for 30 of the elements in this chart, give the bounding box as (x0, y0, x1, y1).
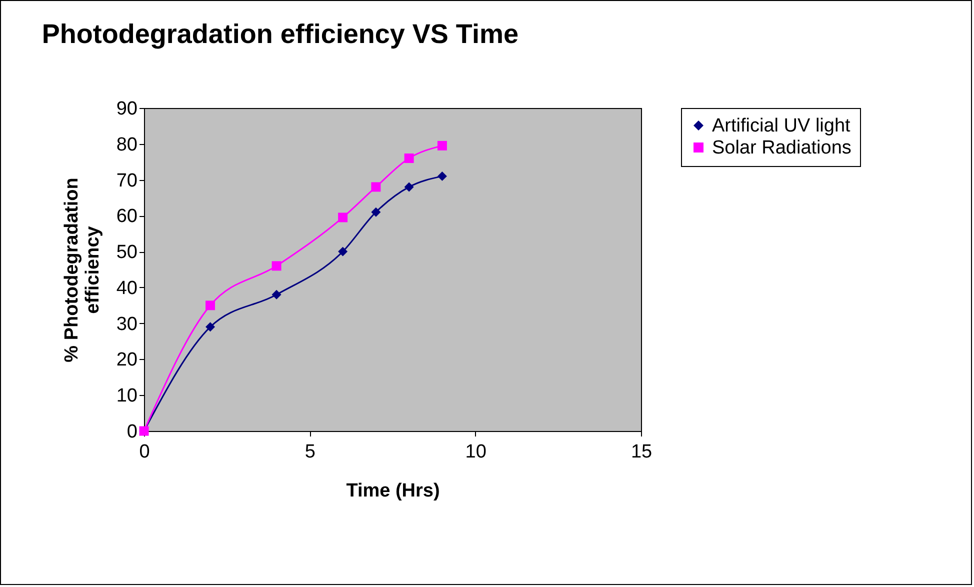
point (338, 246, 348, 256)
y-tick-label: 70 (116, 170, 138, 192)
point (272, 290, 282, 300)
point (371, 182, 381, 192)
y-tick-label: 50 (116, 242, 138, 264)
point (437, 140, 447, 150)
point (206, 300, 216, 310)
x-tick-label: 15 (630, 442, 652, 462)
point (371, 207, 381, 217)
chart-title: Photodegradation efficiency VS Time (42, 19, 518, 49)
y-tick-label: 20 (116, 350, 138, 371)
y-tick-label: 30 (116, 314, 138, 335)
point (404, 182, 414, 192)
y-tick-label: 60 (116, 206, 138, 228)
point (437, 171, 447, 181)
x-axis-title: Time (Hrs) (346, 480, 440, 502)
y-tick-label: 90 (116, 98, 138, 120)
y-tick-label: 0 (126, 422, 138, 442)
point (404, 154, 414, 163)
y-tick-label: 40 (116, 278, 138, 299)
y-tick-label: 80 (116, 134, 138, 156)
x-tick-label: 10 (465, 442, 486, 462)
y-tick-label: 10 (116, 386, 138, 407)
legend-label: Solar Radiations (712, 138, 852, 158)
legend-label: Artificial UV light (712, 116, 852, 136)
point (338, 212, 348, 222)
point (206, 322, 216, 332)
y-axis-title: % Photodegradation efficiency (61, 178, 104, 362)
point (272, 261, 282, 271)
x-tick-label: 5 (304, 442, 316, 462)
